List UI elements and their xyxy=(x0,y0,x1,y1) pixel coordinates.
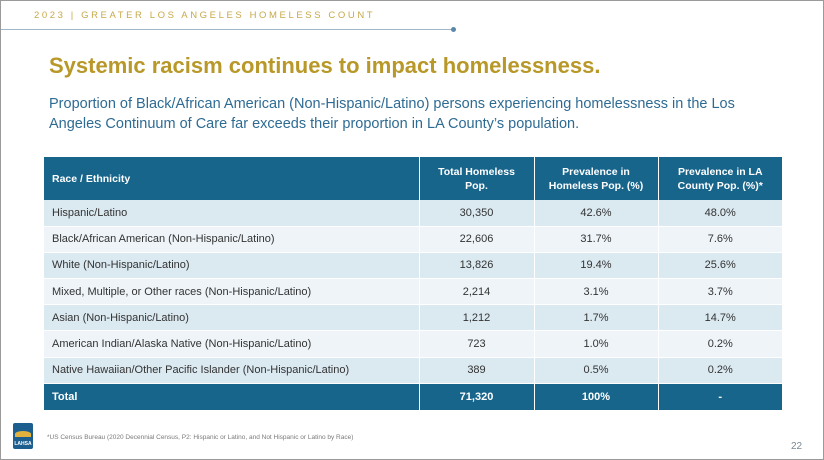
race-cell: Hispanic/Latino xyxy=(44,200,420,227)
header-divider-dot xyxy=(451,27,456,32)
lahsa-logo: LAHSA xyxy=(13,423,33,449)
county-pct-cell: 25.6% xyxy=(658,252,782,280)
table-row: Black/African American (Non-Hispanic/Lat… xyxy=(44,226,782,253)
total-label-cell: Total xyxy=(44,383,420,411)
race-cell: Black/African American (Non-Hispanic/Lat… xyxy=(44,226,420,253)
total-cell: 30,350 xyxy=(419,200,535,227)
logo-text: LAHSA xyxy=(14,441,32,447)
total-homeless-pct-cell: 100% xyxy=(534,383,659,411)
county-pct-cell: 48.0% xyxy=(658,200,782,227)
column-header-prevalence-homeless: Prevalence in Homeless Pop. (%) xyxy=(534,157,659,200)
table-row: American Indian/Alaska Native (Non-Hispa… xyxy=(44,330,782,358)
table-row: Native Hawaiian/Other Pacific Islander (… xyxy=(44,357,782,384)
race-cell: American Indian/Alaska Native (Non-Hispa… xyxy=(44,330,420,358)
race-cell: White (Non-Hispanic/Latino) xyxy=(44,252,420,280)
total-cell: 13,826 xyxy=(419,252,535,280)
table-header-row: Race / Ethnicity Total Homeless Pop. Pre… xyxy=(44,157,782,200)
homeless-pct-cell: 31.7% xyxy=(534,226,659,253)
homeless-pct-cell: 19.4% xyxy=(534,252,659,280)
column-header-total-homeless: Total Homeless Pop. xyxy=(419,157,535,200)
county-pct-cell: 3.7% xyxy=(658,278,782,306)
page-number: 22 xyxy=(791,441,803,452)
slide-subtitle: Proportion of Black/African American (No… xyxy=(49,96,735,132)
race-cell: Asian (Non-Hispanic/Latino) xyxy=(44,304,420,332)
total-cell: 389 xyxy=(419,357,535,384)
header-divider xyxy=(1,29,453,30)
homeless-pct-cell: 42.6% xyxy=(534,200,659,227)
table-row: Asian (Non-Hispanic/Latino) 1,212 1.7% 1… xyxy=(44,304,782,332)
total-cell: 723 xyxy=(419,330,535,358)
census-footnote: *US Census Bureau (2020 Decennial Census… xyxy=(47,434,354,441)
slide-title: Systemic racism continues to impact home… xyxy=(49,53,601,78)
county-pct-cell: 0.2% xyxy=(658,357,782,384)
county-pct-cell: 14.7% xyxy=(658,304,782,332)
homeless-pct-cell: 1.7% xyxy=(534,304,659,332)
table-row: Hispanic/Latino 30,350 42.6% 48.0% xyxy=(44,200,782,227)
table-row: Mixed, Multiple, or Other races (Non-His… xyxy=(44,278,782,306)
homeless-pct-cell: 1.0% xyxy=(534,330,659,358)
total-cell: 22,606 xyxy=(419,226,535,253)
race-ethnicity-table: Race / Ethnicity Total Homeless Pop. Pre… xyxy=(44,157,782,411)
total-cell: 2,214 xyxy=(419,278,535,306)
total-cell: 1,212 xyxy=(419,304,535,332)
county-pct-cell: 0.2% xyxy=(658,330,782,358)
logo-wave-icon xyxy=(15,431,31,437)
column-header-race: Race / Ethnicity xyxy=(44,157,420,200)
homeless-pct-cell: 0.5% xyxy=(534,357,659,384)
county-pct-cell: 7.6% xyxy=(658,226,782,253)
column-header-prevalence-county: Prevalence in LA County Pop. (%)* xyxy=(658,157,782,200)
homeless-pct-cell: 3.1% xyxy=(534,278,659,306)
table-row: White (Non-Hispanic/Latino) 13,826 19.4%… xyxy=(44,252,782,280)
report-header-label: 2023 | GREATER LOS ANGELES HOMELESS COUN… xyxy=(34,10,376,21)
table-total-row: Total 71,320 100% - xyxy=(44,383,782,411)
race-cell: Native Hawaiian/Other Pacific Islander (… xyxy=(44,357,420,384)
race-cell: Mixed, Multiple, or Other races (Non-His… xyxy=(44,278,420,306)
total-county-pct-cell: - xyxy=(658,383,782,411)
total-count-cell: 71,320 xyxy=(419,383,535,411)
